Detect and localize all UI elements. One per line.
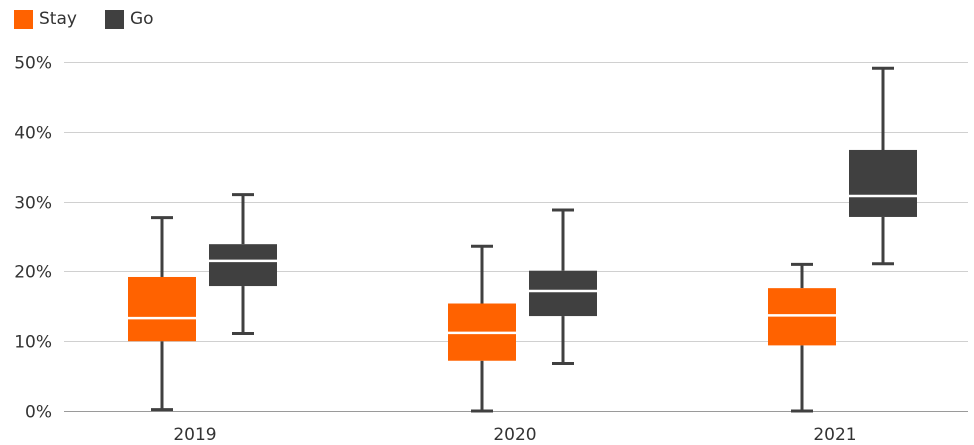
legend-item-go: Go [104,9,154,29]
legend: Stay Go [14,8,182,30]
x-tick-label-2021: 2021 [813,425,856,445]
box-stay-2021 [768,288,836,346]
legend-swatch-stay [14,9,33,29]
y-tick-label-40: 40% [14,124,52,144]
y-tick-label-20: 20% [14,263,52,283]
legend-label-stay: Stay [39,9,77,29]
box-go-2021 [849,149,917,217]
legend-label-go: Go [129,9,154,29]
y-tick-label-30: 30% [14,194,52,214]
y-tick-label-50: 50% [14,54,52,74]
y-tick-label-10: 10% [14,333,52,353]
y-tick-label-0: 0% [25,403,52,423]
x-tick-label-2020: 2020 [493,425,536,445]
box-go-2020 [529,270,597,317]
legend-swatch-go [104,9,124,29]
box-stay-2019 [128,276,196,342]
box-go-2019 [209,244,277,287]
x-tick-label-2019: 2019 [173,425,216,445]
legend-item-stay: Stay [14,9,77,29]
